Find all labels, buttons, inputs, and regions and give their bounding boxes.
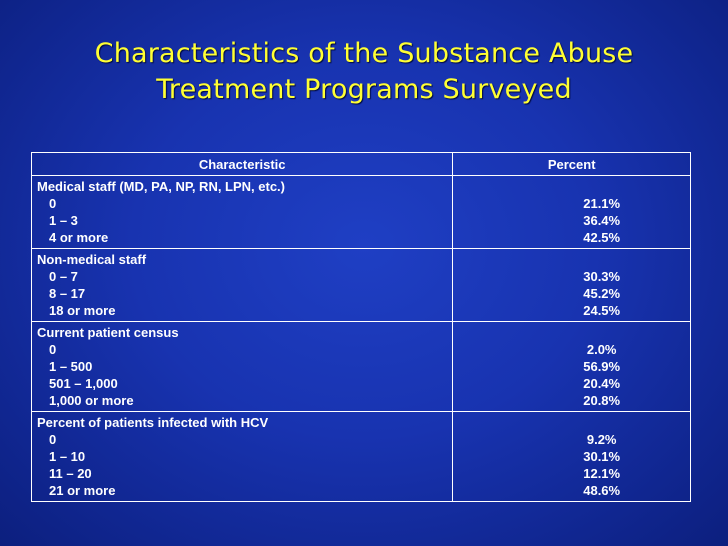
row-value: 42.5% [583,230,621,245]
slide-title-line-2: Treatment Programs Surveyed [156,74,572,105]
row-label: 0 – 7 [49,269,78,284]
row-label: 21 or more [49,483,116,498]
row-value: 56.9% [583,359,621,374]
row-value: 2.0% [586,342,617,357]
row-label: 0 [49,196,57,211]
row-value: 24.5% [583,303,621,318]
row-value: 12.1% [583,466,621,481]
table-row-non-medical-staff: Non-medical staff 0 – 7 8 – 17 18 or mor… [30,248,691,322]
row-label: 1 – 10 [49,449,86,464]
row-value: 36.4% [583,213,621,228]
row-label: 11 – 20 [49,466,92,481]
row-label: 1 – 3 [49,213,78,228]
non-medical-staff-values: 30.3% 45.2% 24.5% [452,248,691,322]
table-row-medical-staff: Medical staff (MD, PA, NP, RN, LPN, etc.… [30,175,691,249]
row-value: 9.2% [586,432,617,447]
group-heading: Non-medical staff [37,252,147,267]
slide-title: Characteristics of the Substance Abuse T… [0,36,728,108]
row-value: 30.1% [583,449,621,464]
row-label: 0 [49,342,57,357]
row-label: 4 or more [49,230,109,245]
row-label: 0 [49,432,57,447]
row-value: 30.3% [583,269,621,284]
row-value: 20.4% [583,376,621,391]
row-label: 1 – 500 [49,359,93,374]
patient-census-labels: Current patient census 0 1 – 500 501 – 1… [30,321,454,412]
row-label: 1,000 or more [49,393,134,408]
table-row-patient-census: Current patient census 0 1 – 500 501 – 1… [30,321,691,412]
row-label: 8 – 17 [49,286,86,301]
row-label: 18 or more [49,303,116,318]
row-value: 21.1% [583,196,621,211]
header-percent: Percent [452,152,691,176]
patient-census-values: 2.0% 56.9% 20.4% 20.8% [452,321,691,412]
non-medical-staff-labels: Non-medical staff 0 – 7 8 – 17 18 or mor… [30,248,454,322]
row-label: 501 – 1,000 [49,376,118,391]
hcv-infected-labels: Percent of patients infected with HCV 0 … [30,411,454,502]
row-value: 45.2% [583,286,621,301]
header-characteristic: Characteristic [30,152,454,176]
medical-staff-labels: Medical staff (MD, PA, NP, RN, LPN, etc.… [30,175,454,249]
row-value: 48.6% [583,483,621,498]
medical-staff-values: 21.1% 36.4% 42.5% [452,175,691,249]
row-value: 20.8% [583,393,621,408]
group-heading: Current patient census [37,325,179,340]
hcv-infected-values: 9.2% 30.1% 12.1% 48.6% [452,411,691,502]
characteristics-table: Characteristic Percent Medical staff (MD… [30,152,691,502]
table-header-row: Characteristic Percent [30,152,691,176]
slide-title-line-1: Characteristics of the Substance Abuse [94,38,634,69]
table-row-hcv-infected: Percent of patients infected with HCV 0 … [30,411,691,502]
group-heading: Medical staff (MD, PA, NP, RN, LPN, etc.… [37,179,286,194]
group-heading: Percent of patients infected with HCV [37,415,269,430]
